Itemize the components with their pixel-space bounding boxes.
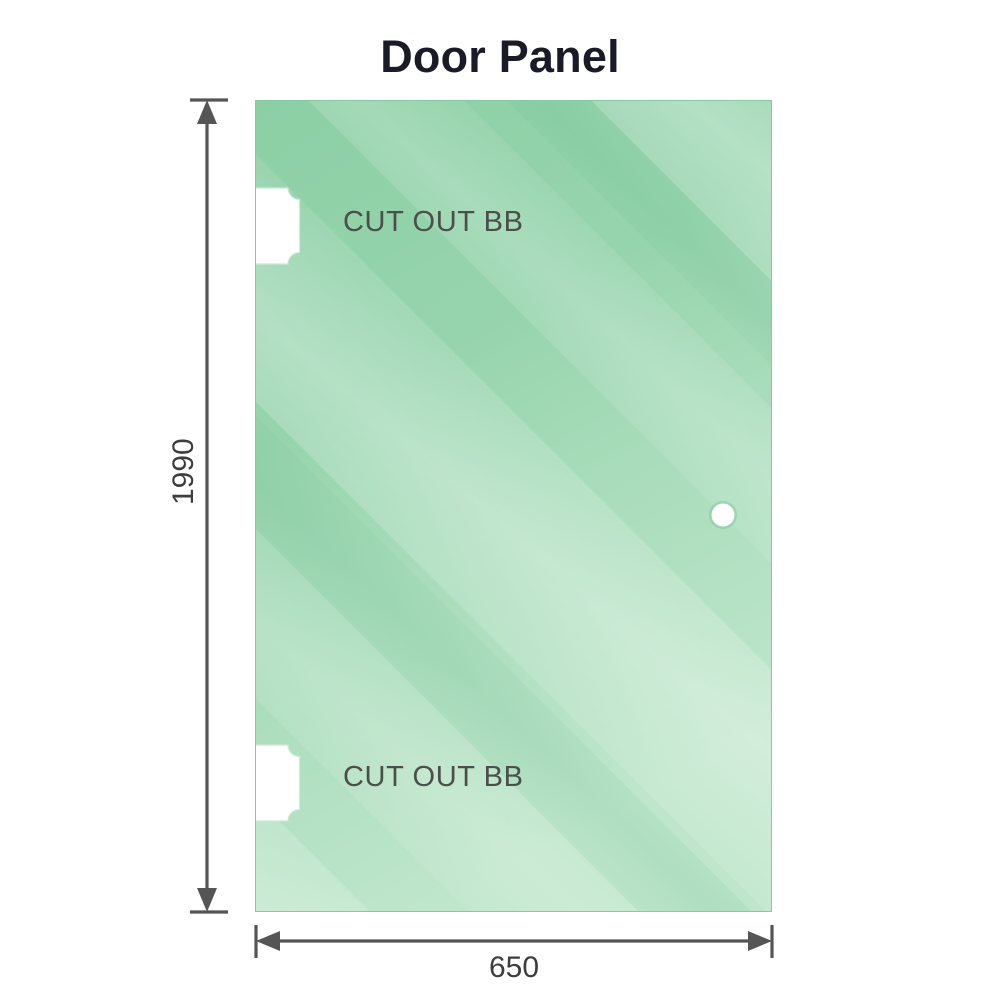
height-arrow-up xyxy=(197,100,217,124)
cutout-top-shape xyxy=(255,187,301,265)
height-dimension-value: 1990 xyxy=(167,438,200,505)
page-title: Door Panel xyxy=(380,31,620,82)
cutout-label-bottom: CUT OUT BB xyxy=(343,761,524,793)
glass-panel-graphic xyxy=(255,100,772,912)
width-dimension-value: 650 xyxy=(488,951,540,984)
width-arrow-right xyxy=(748,931,772,951)
glass-door-panel xyxy=(255,100,772,912)
handle-hole-shape xyxy=(709,501,737,529)
width-arrow-left xyxy=(256,931,280,951)
cutout-bottom-shape xyxy=(255,744,301,822)
cutout-label-top: CUT OUT BB xyxy=(343,206,524,238)
glass-reflections xyxy=(255,100,772,912)
height-arrow-down xyxy=(197,888,217,912)
